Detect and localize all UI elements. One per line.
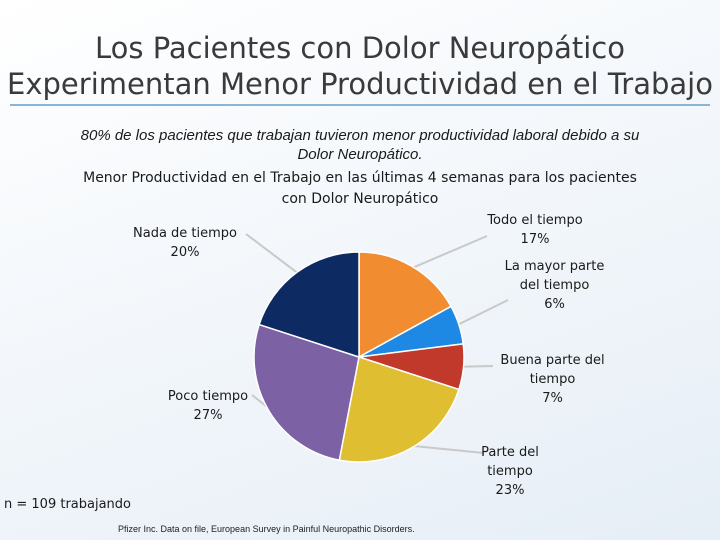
pie-slice-todo-el-tiempo <box>358 251 453 359</box>
title-divider <box>10 104 710 106</box>
label-la-mayor-parte: La mayor parte del tiempo 6% <box>497 257 612 314</box>
label-text: Nada de tiempo <box>133 226 237 241</box>
leader-line-todo-el-tiempo <box>411 235 488 270</box>
label-poco-tiempo: Poco tiempo 27% <box>150 387 266 425</box>
title-line-1: Los Pacientes con Dolor Neuropático <box>95 31 625 65</box>
leader-line-nada-de-tiempo <box>245 233 300 275</box>
label-nada-de-tiempo: Nada de tiempo 20% <box>120 224 250 262</box>
leader-lines <box>245 233 509 454</box>
pie-slice-parte-del-tiempo <box>338 356 460 463</box>
source-citation: Pfizer Inc. Data on file, European Surve… <box>118 524 415 534</box>
label-todo-el-tiempo: Todo el tiempo 17% <box>470 211 600 249</box>
pie-slice-nada-de-tiempo <box>258 251 360 359</box>
leader-line-buena-parte <box>461 365 494 368</box>
slide-title: Los Pacientes con Dolor Neuropático Expe… <box>0 30 720 102</box>
label-text: La mayor parte del tiempo <box>504 259 605 293</box>
pie-slice-poco-tiempo <box>253 323 360 462</box>
label-value: 23% <box>495 483 525 498</box>
label-value: 7% <box>542 391 563 406</box>
subtitle: 80% de los pacientes que trabajan tuvier… <box>80 127 640 163</box>
label-value: 6% <box>544 297 565 312</box>
leader-line-parte-del-tiempo <box>411 444 485 454</box>
label-buena-parte: Buena parte del tiempo 7% <box>492 351 613 408</box>
label-text: Buena parte del tiempo <box>500 353 605 387</box>
label-parte-del-tiempo: Parte del tiempo 23% <box>470 443 550 500</box>
pie-slices <box>253 251 465 463</box>
label-value: 20% <box>170 245 200 260</box>
leader-line-la-mayor-parte <box>456 299 509 327</box>
chart-title: Menor Productividad en el Trabajo en las… <box>83 170 637 207</box>
sample-size-note: n = 109 trabajando <box>4 497 131 512</box>
label-text: Poco tiempo <box>167 389 249 404</box>
label-text: Todo el tiempo <box>487 213 583 228</box>
label-value: 17% <box>520 232 550 247</box>
label-text: Parte del tiempo <box>481 445 539 479</box>
label-value: 27% <box>193 408 223 423</box>
title-line-2: Experimentan Menor Productividad en el T… <box>7 67 713 101</box>
